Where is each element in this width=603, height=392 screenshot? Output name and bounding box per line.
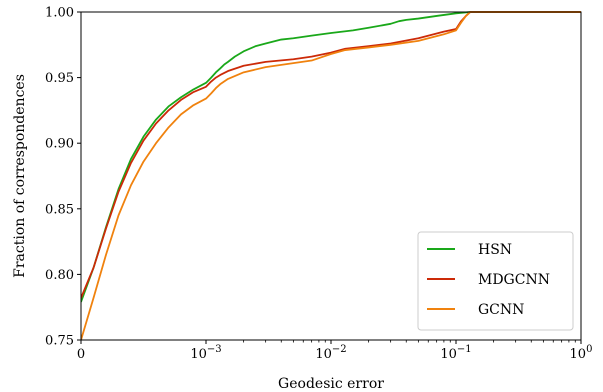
y-axis-ticks: 0.75 0.80 0.85 0.90 0.95 1.00: [45, 6, 81, 349]
legend-label: MDGCNN: [478, 272, 550, 288]
x-tick-base: 10: [570, 347, 587, 362]
series-lines: [81, 11, 581, 340]
x-tick-exponent: −3: [207, 344, 222, 355]
legend-label: GCNN: [478, 302, 524, 318]
y-axis-label: Fraction of correspondences: [12, 74, 28, 278]
y-tick-label: 0.85: [45, 202, 74, 217]
x-tick-base: 10: [315, 347, 332, 362]
legend-box: [417, 231, 574, 331]
y-tick-label: 0.95: [45, 71, 74, 86]
x-tick-label: 10−3: [190, 344, 221, 362]
x-tick-label: 100: [570, 344, 593, 362]
y-tick-label: 1.00: [45, 6, 74, 21]
legend: HSN MDGCNN GCNN: [417, 231, 574, 331]
legend-label: HSN: [478, 242, 512, 258]
x-axis-label: Geodesic error: [278, 376, 384, 392]
x-tick-exponent: −2: [332, 344, 347, 355]
y-tick-label: 0.75: [45, 334, 74, 349]
x-tick-label: 10−2: [315, 344, 346, 362]
y-tick-label: 0.80: [45, 268, 74, 283]
x-tick-label: 0: [77, 347, 85, 362]
plot-area-frame: [80, 11, 582, 341]
series-line-hsn: [81, 11, 581, 303]
x-tick-exponent: 0: [586, 344, 592, 355]
x-tick-base: 10: [190, 347, 207, 362]
x-tick-base: 0: [77, 347, 85, 362]
x-tick-label: 10−1: [440, 344, 471, 362]
y-tick-label: 0.90: [45, 137, 74, 152]
x-tick-base: 10: [440, 347, 457, 362]
series-line-gcnn: [81, 11, 581, 340]
x-axis-ticks: 0 10−3 10−2 10−1 100: [77, 340, 593, 362]
x-tick-exponent: −1: [457, 344, 472, 355]
